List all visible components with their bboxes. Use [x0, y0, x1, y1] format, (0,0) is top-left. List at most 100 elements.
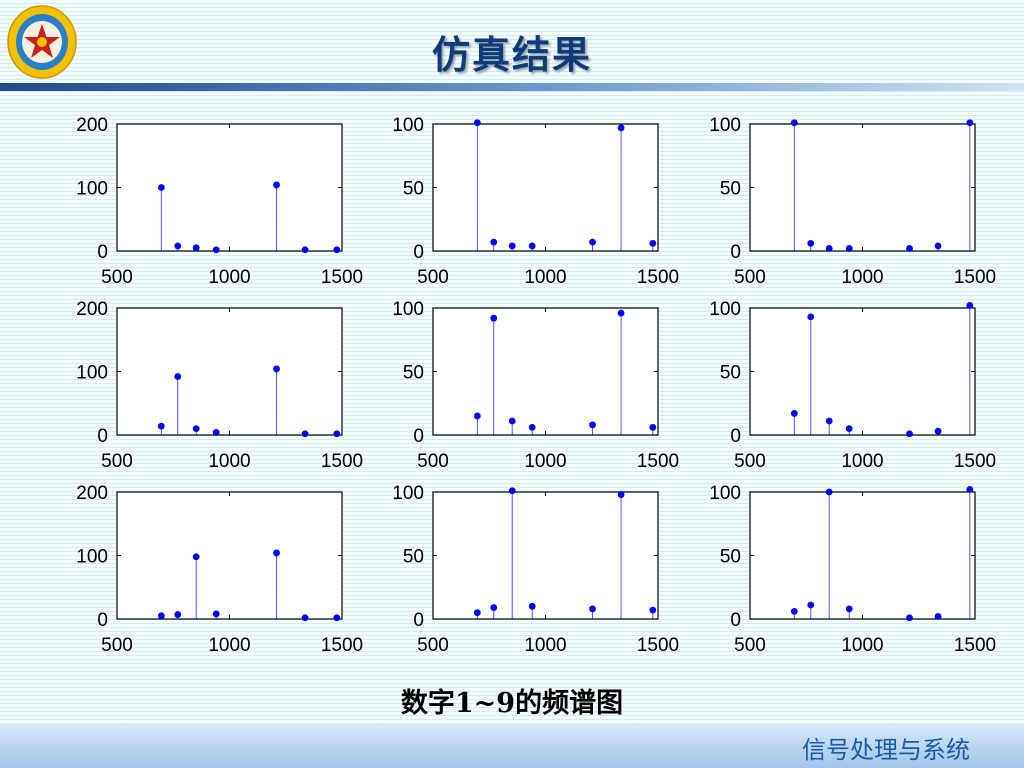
y-tick-label: 100: [392, 483, 424, 504]
stem-plot-digit-6: 500 1000 1500 0 50 100: [709, 299, 996, 472]
x-tick-label: 500: [417, 635, 449, 656]
stem-marker: [528, 602, 536, 610]
x-tick-label: 1500: [637, 451, 679, 472]
x-tick-label: 1500: [637, 635, 679, 656]
stem-marker: [301, 430, 309, 438]
stem-marker: [790, 119, 798, 127]
plot-area: [432, 491, 659, 620]
stem-marker: [617, 124, 625, 132]
stem-marker: [212, 246, 220, 254]
y-tick-label: 100: [76, 179, 108, 200]
x-tick-label: 1500: [954, 451, 996, 472]
y-tick-label: 200: [76, 483, 108, 504]
stem-marker: [589, 421, 596, 429]
x-tick-label: 1000: [524, 267, 566, 288]
y-tick-label: 0: [730, 610, 741, 631]
x-tick-label: 500: [734, 451, 766, 472]
x-tick-label: 500: [101, 267, 133, 288]
footer-bar: 信号处理与系统: [0, 724, 1024, 768]
stem-marker: [473, 412, 481, 420]
stem-marker: [212, 610, 220, 618]
stem-marker: [192, 425, 200, 433]
y-tick-label: 0: [413, 242, 424, 263]
stem-marker: [473, 119, 481, 127]
plot-area: [116, 307, 343, 436]
y-tick-label: 100: [76, 547, 108, 568]
plot-area: [749, 123, 976, 252]
stem-marker: [825, 488, 833, 496]
y-tick-label: 50: [403, 363, 424, 384]
stem-marker: [212, 429, 220, 436]
x-tick-label: 1000: [208, 267, 250, 288]
stem-marker: [508, 242, 516, 250]
x-tick-label: 1000: [208, 451, 250, 472]
stem-plot-digit-3: 500 1000 1500 0 50 100: [709, 115, 996, 288]
y-tick-label: 50: [720, 363, 741, 384]
header-divider: [0, 83, 1024, 91]
stem-marker: [333, 430, 341, 438]
stem-marker: [333, 614, 341, 622]
stem-marker: [333, 246, 341, 254]
stem-marker: [906, 245, 913, 252]
stem-marker: [301, 246, 309, 254]
plot-area: [116, 491, 343, 620]
x-tick-label: 500: [101, 635, 133, 656]
x-tick-label: 1500: [321, 635, 363, 656]
x-tick-label: 500: [417, 267, 449, 288]
plot-area: [432, 307, 659, 436]
x-tick-label: 1000: [841, 267, 883, 288]
y-tick-label: 0: [97, 242, 108, 263]
stem-marker: [906, 430, 913, 438]
stem-marker: [825, 245, 833, 252]
y-tick-label: 200: [76, 115, 108, 136]
stem-marker: [845, 425, 853, 433]
y-tick-label: 0: [97, 426, 108, 447]
stem-plot-digit-8: 500 1000 1500 0 50 100: [392, 483, 679, 656]
stem-marker: [934, 242, 942, 250]
y-tick-label: 50: [403, 547, 424, 568]
y-tick-label: 100: [76, 363, 108, 384]
stem-marker: [528, 423, 536, 431]
stem-marker: [845, 245, 853, 252]
stem-marker: [508, 487, 516, 495]
plot-area: [432, 123, 659, 252]
x-tick-label: 500: [417, 451, 449, 472]
x-tick-label: 500: [734, 635, 766, 656]
slide-title: 仿真结果: [431, 33, 592, 77]
stem-marker: [966, 486, 974, 493]
university-emblem: [6, 4, 78, 80]
stem-marker: [528, 242, 536, 250]
stem-marker: [192, 553, 200, 561]
x-tick-label: 1500: [321, 451, 363, 472]
stem-marker: [807, 313, 815, 321]
x-tick-label: 500: [101, 451, 133, 472]
y-tick-label: 100: [709, 115, 741, 136]
x-tick-label: 1000: [841, 451, 883, 472]
stem-marker: [845, 605, 853, 613]
stem-marker: [589, 238, 596, 246]
course-name: 信号处理与系统: [802, 736, 970, 764]
stem-plot-digit-2: 500 1000 1500 0 50 100: [392, 115, 679, 288]
stem-marker: [807, 601, 815, 609]
stem-marker: [490, 238, 498, 246]
stem-marker: [473, 609, 481, 617]
stem-marker: [157, 422, 165, 430]
stem-marker: [192, 244, 200, 252]
y-tick-label: 0: [413, 610, 424, 631]
figure-caption: 数字1~9的频谱图: [400, 688, 624, 719]
x-tick-label: 1500: [954, 267, 996, 288]
stem-marker: [649, 239, 657, 247]
stem-marker: [273, 365, 280, 373]
x-tick-label: 1000: [524, 451, 566, 472]
stem-plot-digit-4: 500 1000 1500 0 100 200: [76, 299, 363, 472]
y-tick-label: 100: [392, 115, 424, 136]
stem-marker: [934, 427, 942, 435]
stem-marker: [490, 314, 498, 322]
stem-marker: [589, 605, 596, 613]
y-tick-label: 100: [709, 299, 741, 320]
x-tick-label: 1500: [637, 267, 679, 288]
y-tick-label: 0: [730, 242, 741, 263]
stem-plot-digit-9: 500 1000 1500 0 50 100: [709, 483, 996, 656]
y-tick-label: 0: [97, 610, 108, 631]
